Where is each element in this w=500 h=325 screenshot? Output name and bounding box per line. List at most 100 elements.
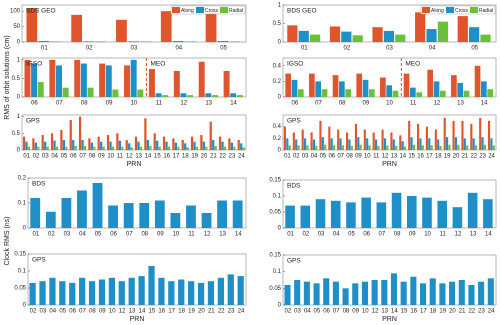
x-tick-label: 01 [287, 232, 294, 238]
bar [81, 140, 84, 150]
bar [22, 136, 26, 150]
bar [128, 41, 139, 42]
bar [342, 288, 349, 305]
x-tick-label: 12 [372, 309, 379, 315]
bar [448, 144, 451, 150]
bar [288, 145, 291, 150]
y-tick-label: 0.2 [18, 176, 27, 182]
bar [395, 34, 406, 42]
bar [372, 132, 375, 150]
bar [217, 41, 229, 42]
bar [160, 11, 172, 42]
x-tick-label: 10 [362, 309, 369, 315]
bar [130, 59, 137, 97]
x-tick-label: 13 [219, 232, 226, 238]
bar [97, 136, 100, 150]
bar [483, 144, 487, 150]
bar [346, 132, 349, 150]
x-tick-label: 23 [228, 309, 235, 315]
bar [348, 139, 351, 150]
y-tick-label: 50 [13, 24, 20, 30]
x-tick-label: 18 [178, 309, 185, 315]
y-tick-label: 0 [278, 303, 282, 309]
x-tick-label: 04 [429, 46, 436, 52]
x-tick-label: 18 [430, 309, 437, 315]
bar [229, 41, 241, 42]
bar [345, 89, 352, 97]
plot-frame [27, 177, 247, 229]
bar [165, 141, 168, 150]
bar [368, 89, 375, 97]
x-tick-label: 15 [149, 309, 156, 315]
bar [452, 207, 463, 228]
bar [361, 197, 371, 228]
bar [172, 138, 175, 150]
x-tick-label: 19 [188, 309, 195, 315]
x-tick-label: 01 [284, 154, 291, 160]
x-tick-label: 05 [220, 46, 227, 52]
bar [201, 213, 212, 228]
bar [461, 120, 464, 150]
bar [392, 90, 399, 97]
bar [121, 146, 124, 150]
x-tick-label: 03 [302, 154, 309, 160]
bar [439, 145, 442, 150]
x-tick-label: 09 [98, 154, 105, 160]
x-tick-label: 24 [238, 154, 245, 160]
legend-swatch [470, 7, 478, 13]
y-tick-label: 1 [278, 3, 282, 9]
x-tick-label: 04 [51, 154, 58, 160]
bar [153, 133, 156, 150]
x-tick-label: 02 [302, 232, 309, 238]
bar [492, 145, 495, 150]
bar [193, 141, 196, 150]
bar [74, 59, 81, 97]
y-tick-label: 0 [17, 95, 21, 101]
bar [457, 16, 468, 42]
x-tick-label: 20 [449, 309, 456, 315]
bar [87, 87, 94, 97]
bar [83, 146, 87, 150]
bar [37, 82, 44, 97]
bar [430, 145, 433, 150]
bar [170, 213, 181, 228]
x-tick-label: 09 [409, 232, 416, 238]
bar [77, 190, 87, 228]
bar [352, 283, 359, 305]
bar [332, 281, 339, 305]
bar [295, 139, 298, 150]
plot-frame [21, 114, 247, 151]
bar [92, 183, 103, 228]
x-tick-label: 07 [56, 101, 63, 107]
bar [323, 278, 330, 305]
x-tick-label: 06 [363, 232, 370, 238]
bar [315, 145, 318, 150]
bar [467, 192, 478, 228]
x-tick-label: 13 [381, 309, 388, 315]
bar [363, 129, 366, 150]
bar [118, 281, 125, 305]
x-tick-label: 07 [79, 154, 86, 160]
x-tick-label: 05 [320, 154, 327, 160]
bar [233, 146, 236, 150]
bar [324, 144, 327, 150]
x-tick-label: 03 [294, 309, 301, 315]
bar [218, 136, 222, 150]
x-tick-label: 18 [435, 154, 442, 160]
panel-title: BDS GEO [287, 8, 317, 15]
bar [415, 12, 426, 42]
bar [184, 143, 187, 150]
x-tick-label: 22 [470, 154, 477, 160]
bar [337, 129, 340, 150]
x-tick-label: 11 [373, 154, 380, 160]
bar [437, 200, 448, 228]
x-tick-label: 14 [481, 101, 488, 107]
x-tick-label: 17 [168, 309, 175, 315]
bar [410, 276, 417, 305]
y-tick-label: 0.4 [273, 124, 282, 130]
bar [429, 278, 436, 305]
x-tick-label: 08 [141, 232, 148, 238]
legend-swatch [422, 7, 430, 13]
x-tick-label: 04 [311, 154, 318, 160]
bar [50, 41, 62, 42]
